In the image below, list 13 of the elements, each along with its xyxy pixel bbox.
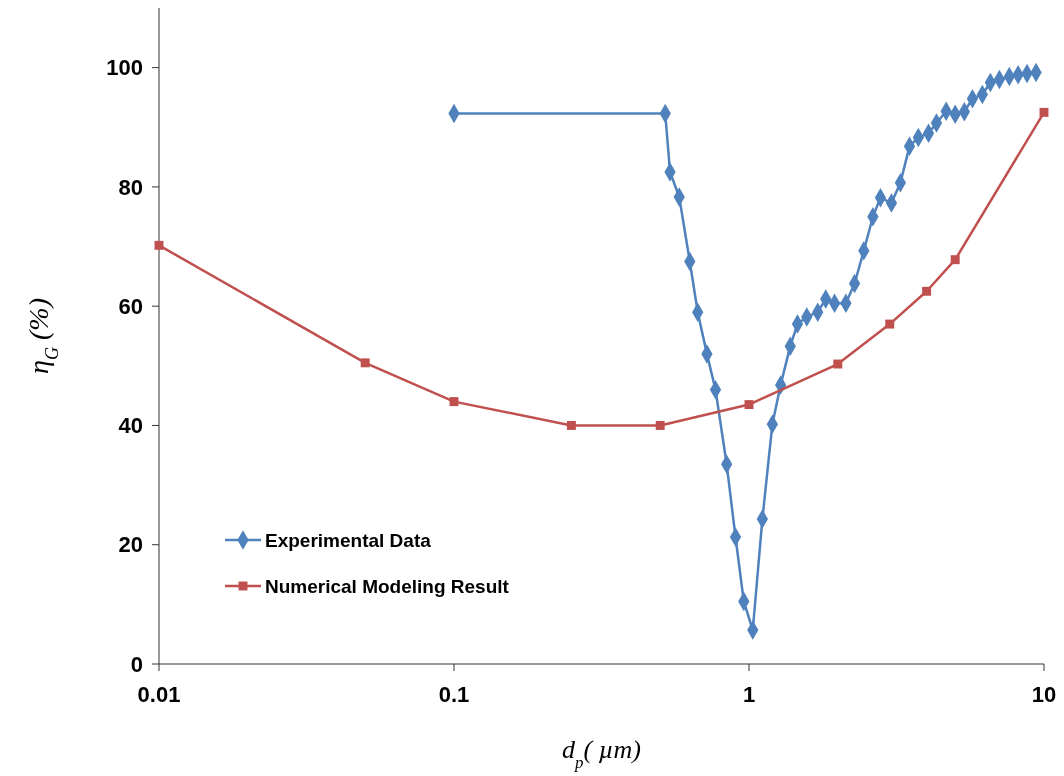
x-axis-title: d$_{p}$( µm) <box>561 735 642 772</box>
legend-label: Experimental Data <box>265 529 432 551</box>
x-tick-label: 0.01 <box>137 682 181 707</box>
y-tick-label: 100 <box>106 55 143 81</box>
x-tick-label: 10 <box>1031 682 1057 707</box>
y-tick-label: 40 <box>118 413 143 439</box>
y-tick-label: 60 <box>118 293 143 319</box>
legend-label: Numerical Modeling Result <box>265 575 510 597</box>
x-tick-label: 1 <box>742 682 756 707</box>
x-tick-label: 0.1 <box>438 682 470 707</box>
y-tick-label: 80 <box>118 174 143 200</box>
y-tick-label: 20 <box>118 532 143 558</box>
y-tick-label: 0 <box>130 651 143 677</box>
